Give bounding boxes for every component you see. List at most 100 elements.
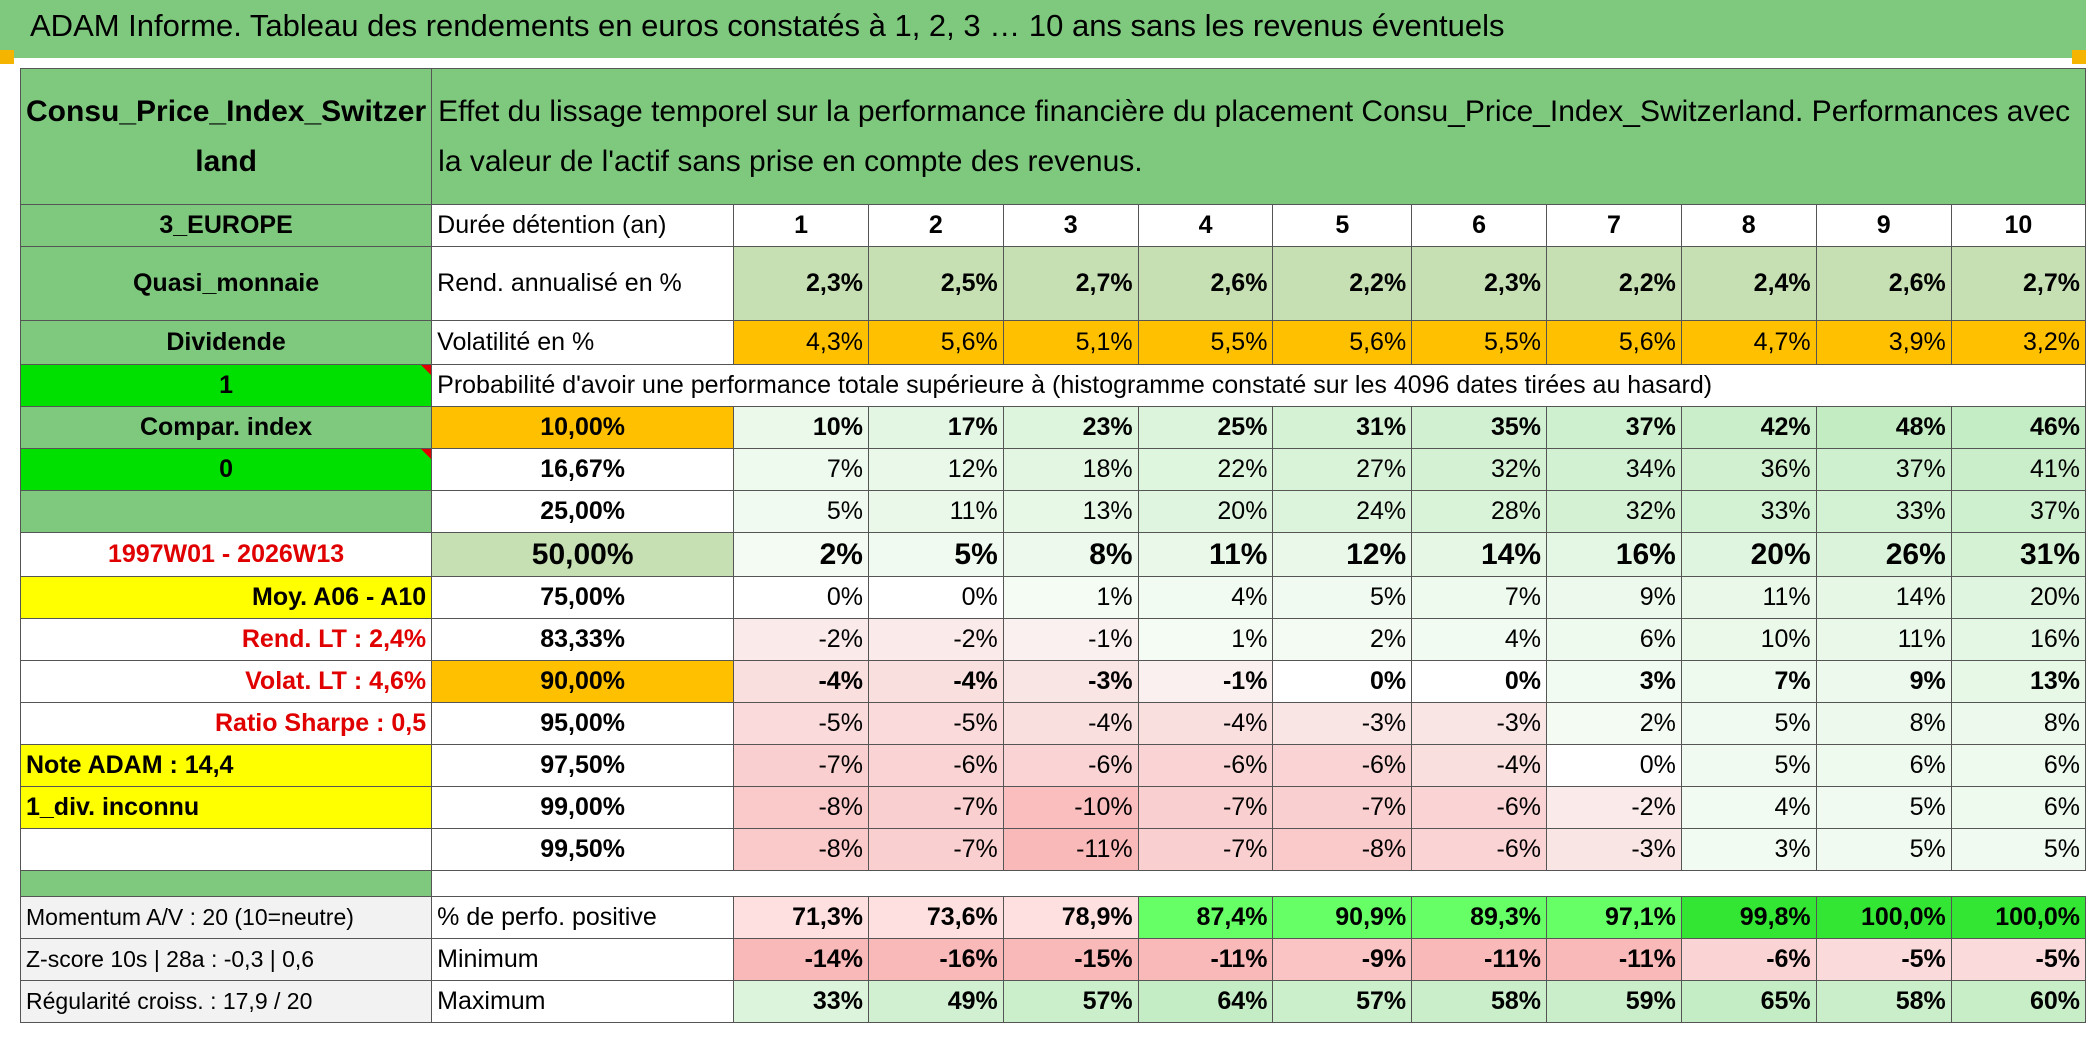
corner-marker [0,50,14,64]
percentile-value: 6% [1950,744,2086,787]
percentile-value: 5% [1680,744,1817,787]
minimum-value: -15% [1002,938,1139,981]
percentile-value: 25% [1137,406,1274,449]
minimum-value: -5% [1950,938,2086,981]
percentile-value: 7% [1680,660,1817,703]
category-cell: Quasi_monnaie [19,246,433,321]
percentile-value: 1% [1137,618,1274,661]
percentile-value: 46% [1950,406,2086,449]
percentile-label: 99,50% [431,828,735,871]
flag-cell: 0 [19,448,433,491]
percentile-value: 35% [1411,406,1547,449]
dividend-info-cell: 1_div. inconnu [19,786,433,829]
annual-return-row: Quasi_monnaie Rend. annualisé en % 2,3% 2,5… [19,246,2086,321]
percentile-value: -6% [867,744,1004,787]
percentile-value: -3% [1546,828,1682,871]
percentile-value: 10% [733,406,869,449]
year-header: 3 [1002,204,1139,247]
regularity-cell: Régularité croiss. : 17,9 / 20 [19,980,433,1023]
probability-header-row: 1 Probabilité d'avoir une performance tot… [19,364,2086,407]
percentile-value: -5% [867,702,1004,745]
percentile-value: 37% [1815,448,1952,491]
duration-label: Durée détention (an) [431,204,735,247]
positive-value: 89,3% [1411,896,1547,939]
percentile-value: 11% [1815,618,1952,661]
year-header: 4 [1137,204,1274,247]
percentile-value: 3% [1546,660,1682,703]
year-header: 1 [733,204,869,247]
percentile-value: 6% [1815,744,1952,787]
zscore-cell: Z-score 10s | 28a : -0,3 | 0,6 [19,938,433,981]
volatility-value: 5,1% [1002,320,1139,365]
percentile-value: -4% [867,660,1004,703]
minimum-value: -9% [1272,938,1413,981]
volatility-row: Dividende Volatilité en % 4,3% 5,6% 5,1% 5,5%… [19,320,2086,365]
positive-value: 78,9% [1002,896,1139,939]
percentile-value: -8% [733,786,869,829]
percentile-value: 8% [1002,532,1139,577]
percentile-value: 8% [1815,702,1952,745]
percentile-value: -6% [1411,786,1547,829]
maximum-value: 58% [1815,980,1952,1023]
positive-value: 87,4% [1137,896,1274,939]
moy-cell: Moy. A06 - A10 [19,576,433,619]
percentile-value: 31% [1950,532,2086,577]
percentile-value: -7% [867,786,1004,829]
percentile-value: 16% [1546,532,1682,577]
percentile-value: 9% [1546,576,1682,619]
percentile-value: 18% [1002,448,1139,491]
page-title: ADAM Informe. Tableau des rendements en … [30,8,1505,43]
asset-name-cell: Consu_Price_Index_Switzer land [19,68,433,205]
percentile-row: 1_div. inconnu 99,00% -8% -7% -10% -7% -7% -6% -… [19,786,2086,829]
percentile-value: 4% [1680,786,1817,829]
percentile-value: 12% [867,448,1004,491]
year-header: 5 [1272,204,1413,247]
percentile-value: -4% [1411,744,1547,787]
percentile-value: -4% [1002,702,1139,745]
spacer-row [19,870,2086,897]
percentile-value: 7% [1411,576,1547,619]
period-cell: 1997W01 - 2026W13 [19,532,433,577]
percentile-row: 99,50% -8% -7% -11% -7% -8% -6% -3% 3% 5% 5% [19,828,2086,871]
percentile-value: -7% [1272,786,1413,829]
corner-marker [2072,50,2086,64]
percentile-row: Moy. A06 - A10 75,00% 0% 0% 1% 4% 5% 7% 9% 11% 14%… [19,576,2086,619]
asset-name-line: land [195,144,257,178]
positive-value: 97,1% [1546,896,1682,939]
percentile-value: 27% [1272,448,1413,491]
percentile-value: 12% [1272,532,1413,577]
percentile-value: -7% [867,828,1004,871]
percentile-value: 13% [1950,660,2086,703]
percentile-value: 6% [1950,786,2086,829]
maximum-value: 57% [1272,980,1413,1023]
volatility-value: 5,6% [1272,320,1413,365]
percentile-value: -3% [1411,702,1547,745]
percentile-label: 97,50% [431,744,735,787]
percentile-value: 4% [1137,576,1274,619]
minimum-value: -5% [1815,938,1952,981]
percentile-value: 7% [733,448,869,491]
percentile-value: 33% [1815,490,1952,533]
duration-row: 3_EUROPE Durée détention (an) 1 2 3 4 5 6 7 8 9 10 [19,204,2086,247]
empty-cell [19,490,433,533]
percentile-value: 24% [1272,490,1413,533]
percentile-value: 2% [1272,618,1413,661]
percentile-value: 5% [1815,786,1952,829]
region-cell: 3_EUROPE [19,204,433,247]
percentile-value: -3% [1272,702,1413,745]
percentile-value: 6% [1546,618,1682,661]
note-adam-cell: Note ADAM : 14,4 [19,744,433,787]
annual-return-value: 2,2% [1272,246,1413,321]
percentile-value: -4% [1137,702,1274,745]
maximum-value: 49% [867,980,1004,1023]
percentile-value: 5% [1815,828,1952,871]
annual-return-value: 2,7% [1002,246,1139,321]
volatility-value: 5,5% [1411,320,1547,365]
maximum-value: 59% [1546,980,1682,1023]
annual-return-value: 2,7% [1950,246,2086,321]
minimum-label: Minimum [431,938,735,981]
annual-return-label: Rend. annualisé en % [431,246,735,321]
volatility-value: 5,5% [1137,320,1274,365]
percentile-value: 4% [1411,618,1547,661]
compar-index-cell: Compar. index [19,406,433,449]
